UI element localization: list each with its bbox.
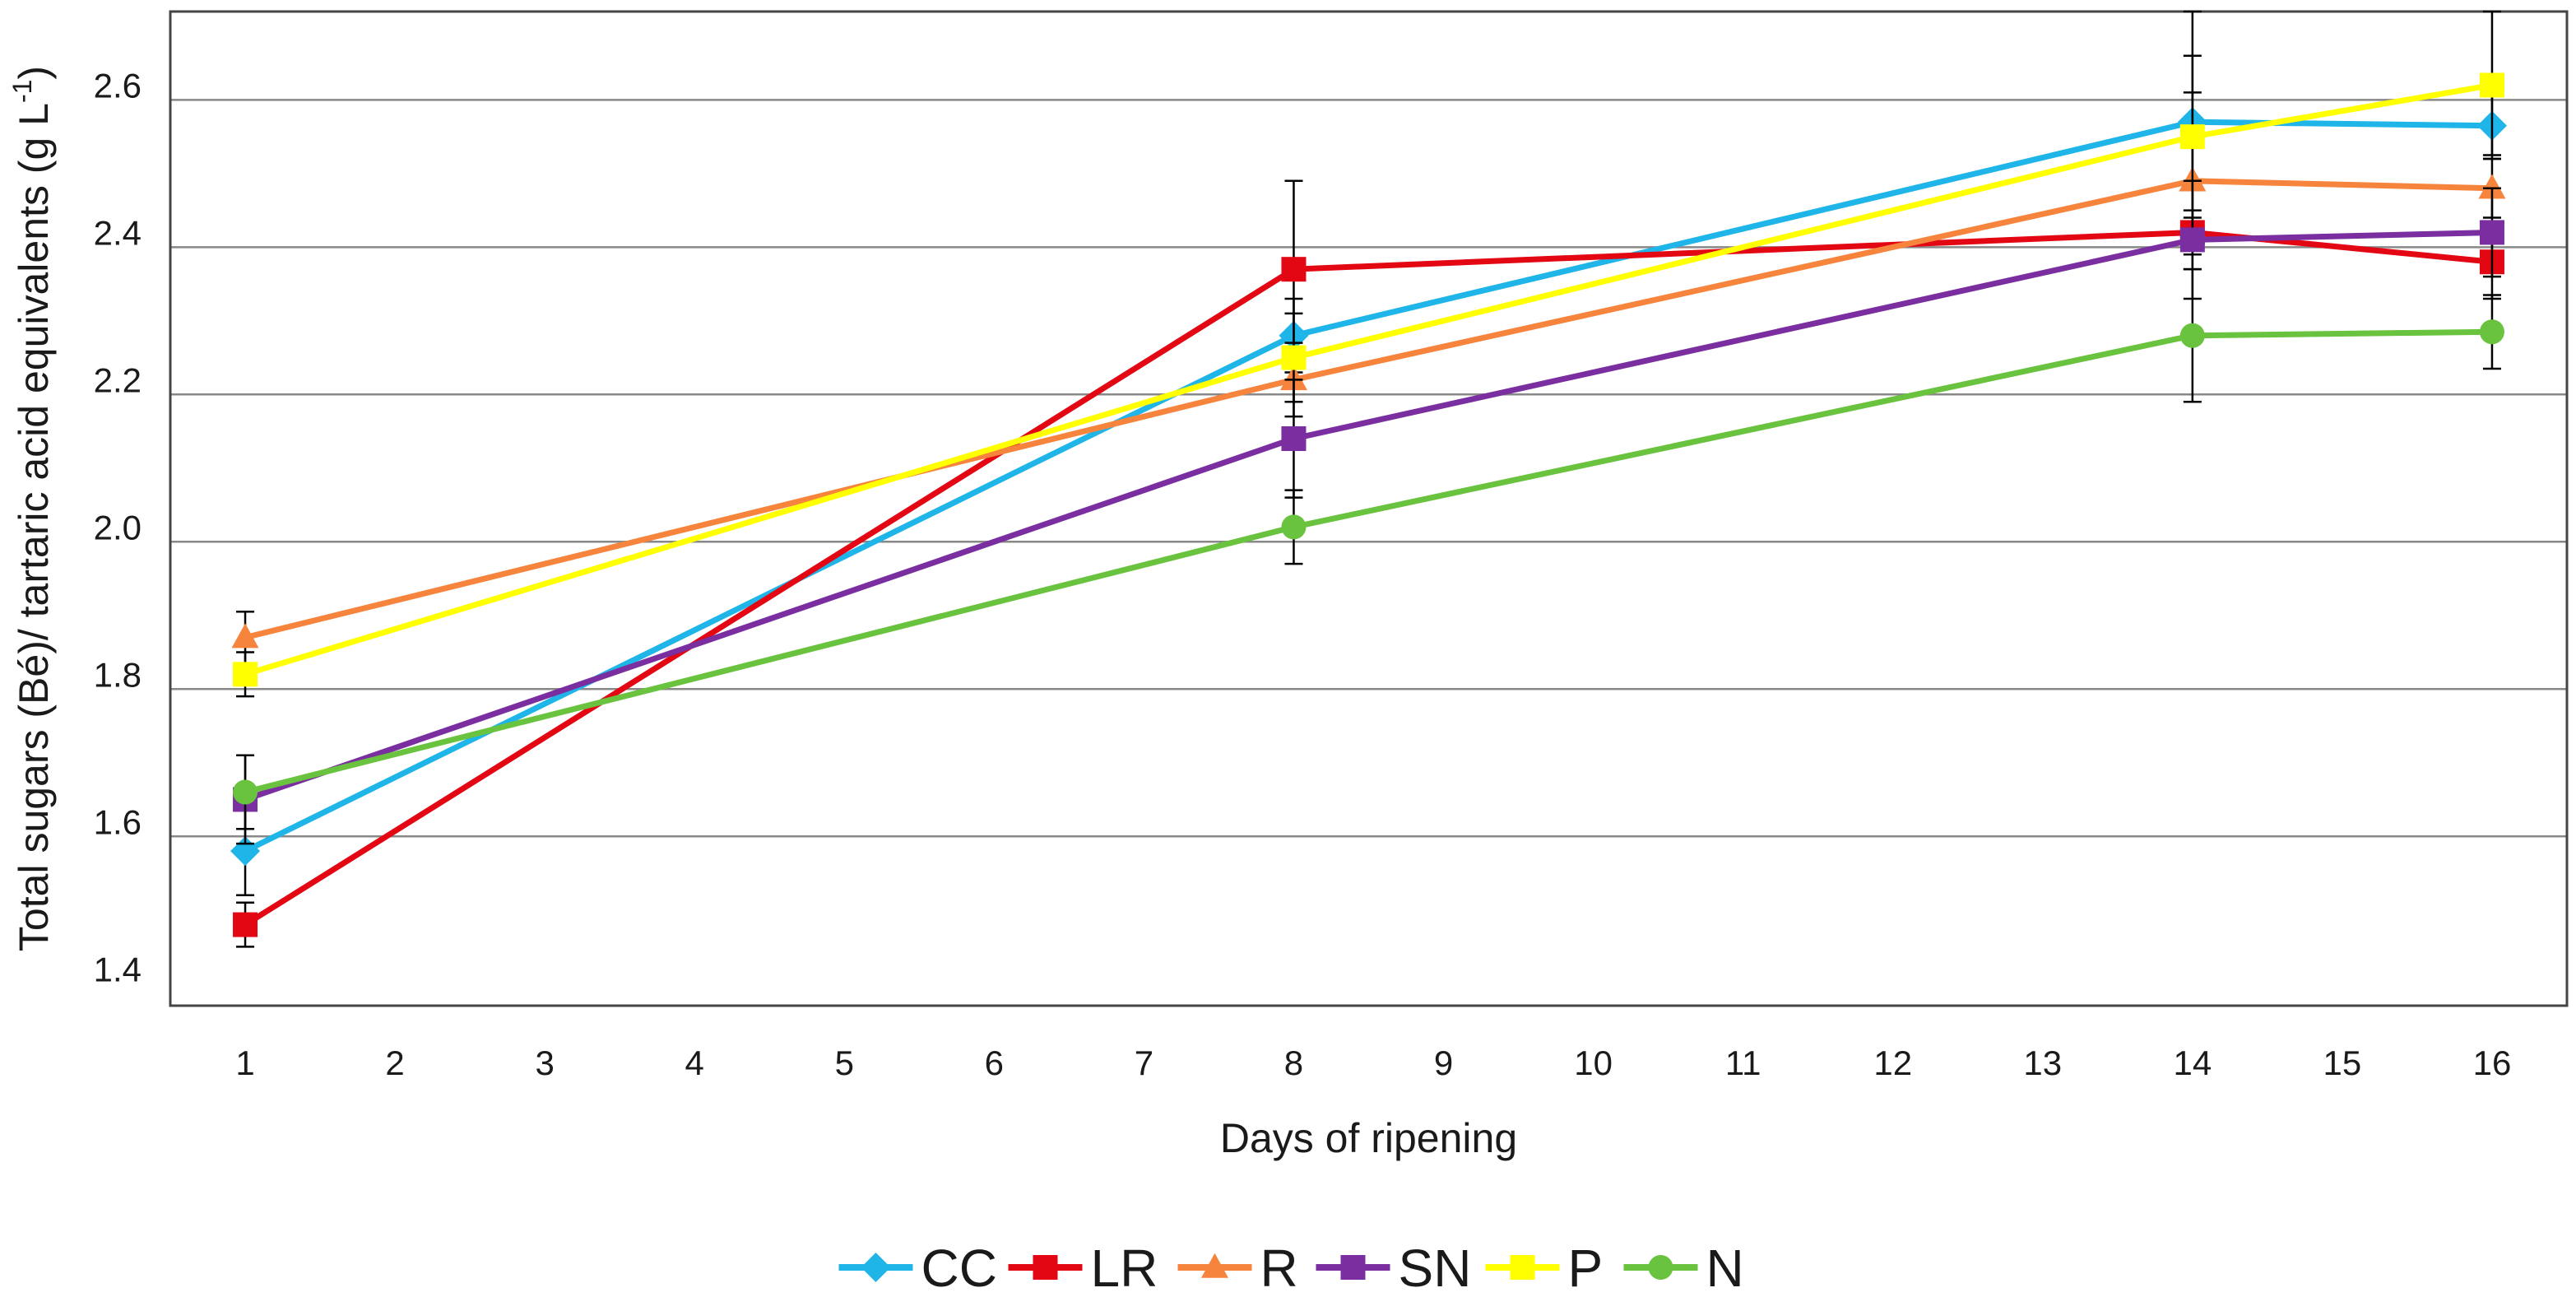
x-tick-label: 6	[985, 1044, 1004, 1082]
legend-label: P	[1568, 1239, 1604, 1298]
y-tick-label: 1.4	[94, 950, 142, 988]
x-tick-label: 12	[1873, 1044, 1912, 1082]
legend: CC LR R SN P N	[838, 1239, 1744, 1298]
y-tick-label: 1.8	[94, 655, 142, 694]
x-tick-label: 1	[235, 1044, 254, 1082]
error-bars-n	[236, 267, 2501, 830]
y-tick-label: 1.6	[94, 802, 142, 841]
series-line-sn	[244, 229, 2493, 802]
legend-marker-n	[1648, 1255, 1673, 1280]
series-sn	[233, 179, 2504, 845]
data-point-p	[233, 662, 258, 687]
y-tick-label: 2.4	[94, 213, 142, 252]
x-tick-label: 14	[2173, 1044, 2212, 1082]
x-tick-label: 8	[1284, 1044, 1303, 1082]
series-line-cc	[244, 119, 2493, 854]
legend-item-n: N	[1623, 1239, 1744, 1298]
data-point-p	[2179, 124, 2205, 150]
series-p	[233, 10, 2504, 698]
y-axis-ticks: 1.4 1.6 1.8 2.0 2.2 2.4 2.6	[94, 66, 142, 988]
data-point-sn	[1281, 425, 1307, 451]
data-point-p	[1281, 345, 1307, 370]
series-n	[233, 267, 2504, 830]
legend-marker-cc	[861, 1253, 891, 1282]
x-tick-label: 15	[2323, 1044, 2362, 1082]
error-bars-lr	[236, 179, 2501, 948]
legend-item-r: R	[1177, 1239, 1298, 1298]
series-line-p	[244, 82, 2493, 677]
series-line-n	[244, 328, 2493, 795]
x-axis-title: Days of ripening	[1220, 1115, 1517, 1161]
data-point-p	[2479, 72, 2504, 98]
legend-item-sn: SN	[1316, 1239, 1472, 1298]
error-bars-p	[236, 10, 2501, 698]
data-point-sn	[2479, 220, 2504, 245]
plot-area-frame	[169, 10, 2569, 1007]
legend-marker-r	[1201, 1253, 1228, 1278]
legend-item-p: P	[1485, 1239, 1604, 1298]
legend-marker-p	[1510, 1255, 1535, 1280]
data-point-lr	[1281, 257, 1307, 282]
legend-item-lr: LR	[1008, 1239, 1158, 1298]
gridlines	[170, 99, 2567, 838]
series-line-lr	[244, 229, 2493, 927]
legend-marker-lr	[1033, 1255, 1058, 1280]
error-bars-r	[236, 91, 2501, 665]
legend-label: LR	[1091, 1239, 1158, 1298]
x-tick-label: 16	[2473, 1044, 2512, 1082]
y-axis-title: Total sugars (Bé)/ tartaric acid equival…	[7, 66, 57, 951]
x-tick-label: 4	[685, 1044, 704, 1082]
x-tick-label: 11	[1725, 1044, 1761, 1082]
y-axis-title-superscript: -1	[7, 80, 37, 103]
series-lr	[233, 179, 2504, 948]
data-point-n	[2179, 323, 2205, 348]
y-tick-label: 2.6	[94, 66, 142, 105]
legend-item-cc: CC	[838, 1239, 997, 1298]
y-axis-title-close: )	[11, 66, 57, 80]
x-axis-ticks: 1 2 3 4 5 6 7 8 9 10 11 12 13 14 15 16	[235, 1044, 2511, 1082]
x-tick-label: 7	[1135, 1044, 1153, 1082]
legend-marker-sn	[1340, 1255, 1366, 1280]
data-point-sn	[2179, 227, 2205, 253]
data-point-n	[1281, 514, 1307, 540]
data-point-n	[233, 779, 258, 805]
data-point-lr	[233, 912, 258, 937]
data-point-n	[2479, 319, 2504, 345]
x-tick-label: 2	[385, 1044, 404, 1082]
legend-label: SN	[1399, 1239, 1472, 1298]
data-point-r	[2478, 174, 2506, 199]
data-point-r	[231, 623, 259, 649]
legend-label: N	[1706, 1239, 1744, 1298]
x-tick-label: 3	[535, 1044, 554, 1082]
legend-label: CC	[921, 1239, 997, 1298]
x-tick-label: 9	[1434, 1044, 1453, 1082]
series-group	[230, 10, 2507, 948]
x-tick-label: 5	[835, 1044, 854, 1082]
series-line-r	[244, 178, 2493, 640]
y-tick-label: 2.0	[94, 508, 142, 546]
y-tick-label: 2.2	[94, 360, 142, 399]
y-axis-title-text: Total sugars (Bé)/ tartaric acid equival…	[11, 103, 57, 951]
x-tick-label: 10	[1574, 1044, 1613, 1082]
x-tick-label: 13	[2023, 1044, 2062, 1082]
legend-label: R	[1260, 1239, 1298, 1298]
